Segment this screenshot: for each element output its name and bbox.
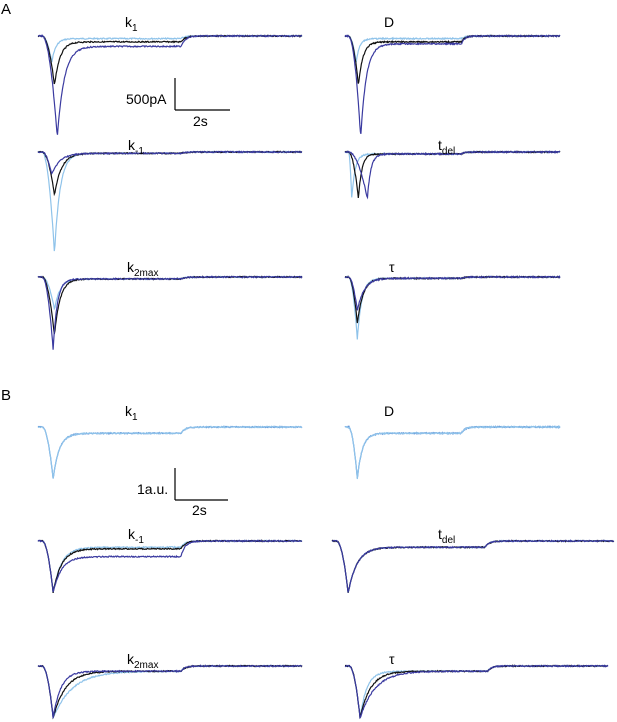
- trace-b-8-1: [37, 539, 303, 594]
- trace-a-4-2: [37, 275, 303, 350]
- scalebar-a-vertical-label: 500pA: [126, 91, 167, 107]
- trace-a-0-0: [37, 34, 303, 63]
- trace-b-11-2: [344, 664, 609, 720]
- trace-a-0-2: [37, 34, 303, 135]
- label-a-tau: τ: [389, 259, 395, 275]
- label-b-km1: k-1: [128, 526, 144, 546]
- label-a-km1: k-1: [128, 137, 144, 157]
- trace-a-5-0: [344, 275, 561, 340]
- label-a-k2max: k2max: [127, 259, 158, 279]
- scalebar-b: 1a.u. 2s: [137, 468, 228, 518]
- trace-a-1-1: [344, 34, 561, 84]
- label-a-k1: k1: [125, 14, 138, 34]
- trace-a-4-1: [37, 275, 303, 335]
- scalebar-b-vertical-label: 1a.u.: [137, 481, 168, 497]
- trace-b-9-0: [331, 539, 615, 594]
- trace-a-2-0: [38, 150, 303, 252]
- trace-b-6-1: [37, 425, 303, 479]
- trace-a-0-1: [37, 34, 303, 85]
- trace-b-11-1: [345, 664, 609, 719]
- trace-b-8-2: [37, 539, 303, 593]
- trace-a-2-1: [37, 150, 303, 197]
- trace-a-4-0: [37, 275, 303, 311]
- trace-a-3-1: [344, 150, 561, 198]
- trace-b-10-2: [37, 664, 303, 719]
- trace-a-5-1: [344, 275, 561, 324]
- trace-b-7-1: [344, 425, 561, 480]
- trace-b-9-2: [331, 539, 615, 593]
- label-b-k2max: k2max: [127, 651, 158, 671]
- subplot-labels: k1 D k-1 tdel k2max τ k1 D k-1 tdel k2ma…: [125, 14, 455, 671]
- scalebar-b-horizontal-label: 2s: [192, 502, 207, 518]
- trace-a-2-2: [37, 150, 303, 175]
- label-b-tdel: tdel: [438, 526, 455, 546]
- trace-a-3-0: [344, 150, 561, 198]
- label-b-d: D: [384, 403, 394, 419]
- scalebar-a: 500pA 2s: [126, 78, 230, 129]
- trace-a-1-2: [344, 34, 561, 134]
- label-b-k1: k1: [125, 403, 138, 423]
- trace-a-5-2: [344, 275, 561, 311]
- panel-letter-a: A: [1, 1, 11, 18]
- panel-letter-b: B: [1, 387, 11, 404]
- label-a-tdel: tdel: [438, 137, 455, 157]
- trace-b-11-0: [344, 664, 609, 718]
- label-b-tau: τ: [389, 651, 395, 667]
- trace-a-3-2: [344, 150, 561, 200]
- traces-layer: [37, 33, 615, 720]
- label-a-d: D: [384, 14, 394, 30]
- scalebar-a-horizontal-label: 2s: [193, 113, 208, 129]
